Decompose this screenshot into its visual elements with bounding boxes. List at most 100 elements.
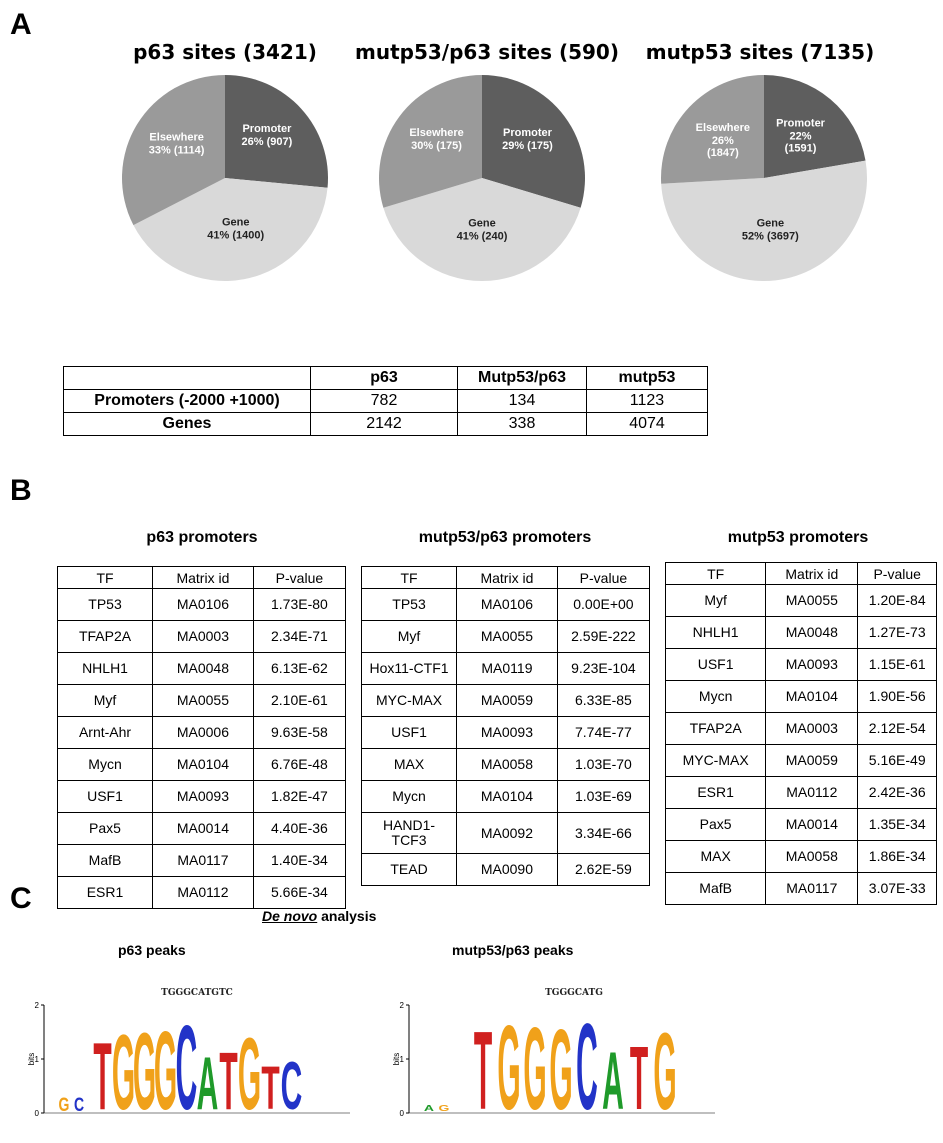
pie-slice-value-label: (1591) <box>785 143 817 155</box>
pie-slice-gene <box>661 160 867 281</box>
table-cell: Pax5 <box>664 808 767 841</box>
table-cell: MA0055 <box>456 620 558 653</box>
table-row: Myf MA0055 2.59E-222 <box>360 620 651 653</box>
table-cell: MA0104 <box>152 748 254 781</box>
table-header-row: TF Matrix id P-value <box>56 566 347 589</box>
table-cell: 1.82E-47 <box>252 780 347 813</box>
table-cell: MA0048 <box>765 616 859 649</box>
table-cell: NHLH1 <box>56 652 154 685</box>
table-header-cell <box>63 366 311 390</box>
table-row: Hox11-CTF1 MA0119 9.23E-104 <box>360 652 651 685</box>
table-cell: MA0117 <box>765 872 859 905</box>
table-header-cell: Matrix id <box>765 562 859 585</box>
logo-consensus-text: TGGGCATG <box>545 988 603 998</box>
table-cell: MafB <box>664 872 767 905</box>
logo-letter-T: T <box>630 1029 648 1130</box>
table-cell: MA0119 <box>456 652 558 685</box>
panel-letter-b: B <box>10 474 32 507</box>
pie-slice-elsewhere <box>122 75 225 226</box>
tf-table-p63: TF Matrix id P-value TP53 MA0106 1.73E-80 TFAP… <box>56 566 347 909</box>
pie-slice-name: Gene <box>222 217 250 229</box>
table-header-row: TF Matrix id P-value <box>360 566 651 589</box>
table-cell: MA0003 <box>765 712 859 745</box>
logo-letter-T: T <box>93 1023 111 1130</box>
table-row: HAND1- TCF3 MA0092 3.34E-66 <box>360 812 651 854</box>
logo-letter-C: C <box>576 998 598 1135</box>
table-cell: MA0058 <box>765 840 859 873</box>
table-row: NHLH1 MA0048 6.13E-62 <box>56 652 347 685</box>
table-cell: 6.33E-85 <box>556 684 651 717</box>
table-row: Mycn MA0104 1.03E-69 <box>360 780 651 813</box>
logo-letter-G: G <box>523 1005 546 1135</box>
table-cell: TFAP2A <box>56 620 154 653</box>
table-cell: 6.13E-62 <box>252 652 347 685</box>
logo-letter-A: A <box>602 1036 624 1128</box>
table-cell: 1.03E-69 <box>556 780 651 813</box>
table-cell: 2.34E-71 <box>252 620 347 653</box>
table-cell: MA0058 <box>456 748 558 781</box>
table-cell: 5.16E-49 <box>857 744 937 777</box>
table-cell: Mycn <box>360 780 458 813</box>
table-cell: 2142 <box>310 412 458 436</box>
table-cell: 9.63E-58 <box>252 716 347 749</box>
table-cell: 1.40E-34 <box>252 844 347 877</box>
table-cell: 1123 <box>586 389 708 413</box>
pie-slice-name: Elsewhere <box>409 127 463 139</box>
pie-slice-value-label: 33% (1114) <box>149 144 205 156</box>
pie-slice-name: Promoter <box>776 118 826 130</box>
pie-title-p63: p63 sites (3421) <box>133 40 317 64</box>
pie-slice-name: Gene <box>757 217 785 229</box>
table-cell: TP53 <box>56 588 154 621</box>
table-cell: 338 <box>457 412 587 436</box>
table-cell: 1.27E-73 <box>857 616 937 649</box>
pie-title-mutp53-p63: mutp53/p63 sites (590) <box>355 40 619 64</box>
logo-y-tick: 1 <box>400 1055 405 1064</box>
table-cell: MYC-MAX <box>664 744 767 777</box>
logo-letter-A: A <box>424 1104 435 1113</box>
table-row: NHLH1 MA0048 1.27E-73 <box>664 616 937 649</box>
logo-letter-G: G <box>653 1011 676 1132</box>
pie-slice-gene <box>383 178 581 282</box>
table-row: Mycn MA0104 6.76E-48 <box>56 748 347 781</box>
logo-title-p63: p63 peaks <box>118 942 186 958</box>
logo-letter-G: G <box>59 1094 70 1116</box>
table-cell: 2.62E-59 <box>556 853 651 886</box>
table-row: ESR1 MA0112 5.66E-34 <box>56 876 347 909</box>
pie-slice-elsewhere <box>661 75 764 184</box>
panel-letter-a: A <box>10 8 32 41</box>
table-cell: MA0104 <box>765 680 859 713</box>
pie-slice-elsewhere <box>379 75 482 208</box>
table-cell: 782 <box>310 389 458 413</box>
table-cell: 2.12E-54 <box>857 712 937 745</box>
table-cell: 2.42E-36 <box>857 776 937 809</box>
pie-title-mutp53: mutp53 sites (7135) <box>645 40 875 64</box>
logo-letter-G: G <box>112 1012 135 1132</box>
table-cell: 6.76E-48 <box>252 748 347 781</box>
table-row: Pax5 MA0014 1.35E-34 <box>664 808 937 841</box>
table-cell: 1.35E-34 <box>857 808 937 841</box>
table-cell: MA0090 <box>456 853 558 886</box>
table-cell: 4074 <box>586 412 708 436</box>
table-cell: 3.34E-66 <box>556 812 651 854</box>
pie-slice-value-label: (1847) <box>707 147 739 159</box>
pie-slice-promoter <box>225 75 328 188</box>
table-cell: TP53 <box>360 588 458 621</box>
table-cell: Mycn <box>664 680 767 713</box>
table-cell: MA0106 <box>152 588 254 621</box>
de-novo-rest: analysis <box>317 908 377 924</box>
logo-y-axis-label: bits <box>27 1053 36 1065</box>
table-row: MafB MA0117 1.40E-34 <box>56 844 347 877</box>
pie-slice-name: Gene <box>468 218 496 230</box>
table-cell: MAX <box>664 840 767 873</box>
tf-table-title-mutp53: mutp53 promoters <box>727 529 869 546</box>
table-cell: 1.90E-56 <box>857 680 937 713</box>
table-cell: MA0093 <box>765 648 859 681</box>
table-cell: MAX <box>360 748 458 781</box>
table-row: Myf MA0055 2.10E-61 <box>56 684 347 717</box>
table-row: Myf MA0055 1.20E-84 <box>664 584 937 617</box>
table-cell: Genes <box>63 412 311 436</box>
table-cell: NHLH1 <box>664 616 767 649</box>
table-cell: 2.59E-222 <box>556 620 651 653</box>
